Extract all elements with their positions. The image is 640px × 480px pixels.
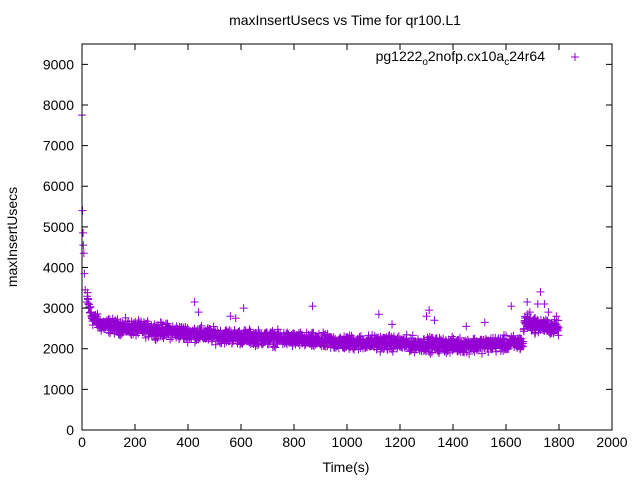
data-point <box>426 349 435 358</box>
y-tick-label: 8000 <box>43 97 74 113</box>
data-point <box>480 318 489 327</box>
x-tick-label: 2000 <box>596 434 627 450</box>
data-point <box>211 340 220 349</box>
data-point <box>465 350 474 359</box>
data-point <box>253 341 262 350</box>
data-point <box>462 322 471 331</box>
y-tick-label: 1000 <box>43 381 74 397</box>
x-tick-label: 200 <box>123 434 147 450</box>
x-tick-label: 800 <box>282 434 306 450</box>
data-point <box>226 312 235 321</box>
data-point <box>134 329 143 338</box>
x-tick-label: 1800 <box>543 434 574 450</box>
data-point <box>554 316 563 325</box>
data-point <box>544 308 553 317</box>
data-point <box>425 306 434 315</box>
data-point <box>550 315 559 324</box>
legend-label: pg1222o2nofp.cx10ac24r64 <box>376 48 546 68</box>
data-point <box>79 228 88 237</box>
data-point <box>79 241 88 250</box>
data-point <box>523 298 532 307</box>
data-point <box>540 300 549 309</box>
data-point <box>502 331 511 340</box>
data-point <box>245 325 254 334</box>
data-point <box>554 331 563 340</box>
x-tick-label: 600 <box>229 434 253 450</box>
data-point <box>388 320 397 329</box>
data-point <box>166 335 175 344</box>
data-point <box>374 310 383 319</box>
data-point <box>530 329 539 338</box>
y-tick-label: 3000 <box>43 300 74 316</box>
data-point <box>430 316 439 325</box>
data-point <box>449 335 458 344</box>
x-tick-label: 1400 <box>437 434 468 450</box>
data-point <box>552 312 561 321</box>
data-point <box>239 304 248 313</box>
data-points <box>78 111 563 359</box>
y-axis-label: maxInsertUsecs <box>4 187 20 287</box>
x-tick-label: 400 <box>176 434 200 450</box>
data-point <box>492 347 501 356</box>
y-tick-label: 9000 <box>43 56 74 72</box>
data-point <box>525 308 534 317</box>
data-point <box>78 206 87 215</box>
data-point <box>536 287 545 296</box>
x-tick-label: 0 <box>78 434 86 450</box>
data-point <box>157 318 166 327</box>
data-point <box>455 333 464 342</box>
axis-ticks: 0 200 400 600 800 1000 1200 1400 1600 1800 2000 0 10… <box>43 44 628 450</box>
data-point <box>127 317 136 326</box>
data-point <box>422 312 431 321</box>
plot-frame <box>81 43 613 431</box>
y-tick-label: 4000 <box>43 259 74 275</box>
data-point <box>183 335 192 344</box>
data-point <box>507 302 516 311</box>
y-tick-label: 0 <box>66 422 74 438</box>
data-point <box>79 249 88 258</box>
data-point <box>151 334 160 343</box>
data-point <box>394 332 403 341</box>
data-point <box>132 331 141 340</box>
data-point <box>402 330 411 339</box>
data-point <box>194 308 203 317</box>
y-tick-label: 7000 <box>43 138 74 154</box>
data-point <box>408 331 417 340</box>
legend-marker <box>571 53 579 61</box>
x-tick-label: 1000 <box>331 434 362 450</box>
data-point <box>273 325 282 334</box>
y-tick-label: 5000 <box>43 219 74 235</box>
legend: pg1222o2nofp.cx10ac24r64 <box>376 48 579 68</box>
data-point <box>82 298 91 307</box>
x-axis-label: Time(s) <box>323 459 370 475</box>
data-point <box>231 314 240 323</box>
y-tick-label: 2000 <box>43 341 74 357</box>
data-point <box>117 329 126 338</box>
y-tick-label: 6000 <box>43 178 74 194</box>
x-tick-label: 1200 <box>384 434 415 450</box>
data-point <box>127 330 136 339</box>
chart-title: maxInsertUsecs vs Time for qr100.L1 <box>229 12 461 28</box>
data-point <box>554 323 563 332</box>
data-point <box>308 302 317 311</box>
data-point <box>347 331 356 340</box>
data-point <box>519 337 528 346</box>
data-point <box>190 298 199 307</box>
data-point <box>151 336 160 345</box>
data-point <box>81 285 90 294</box>
x-tick-label: 1600 <box>490 434 521 450</box>
